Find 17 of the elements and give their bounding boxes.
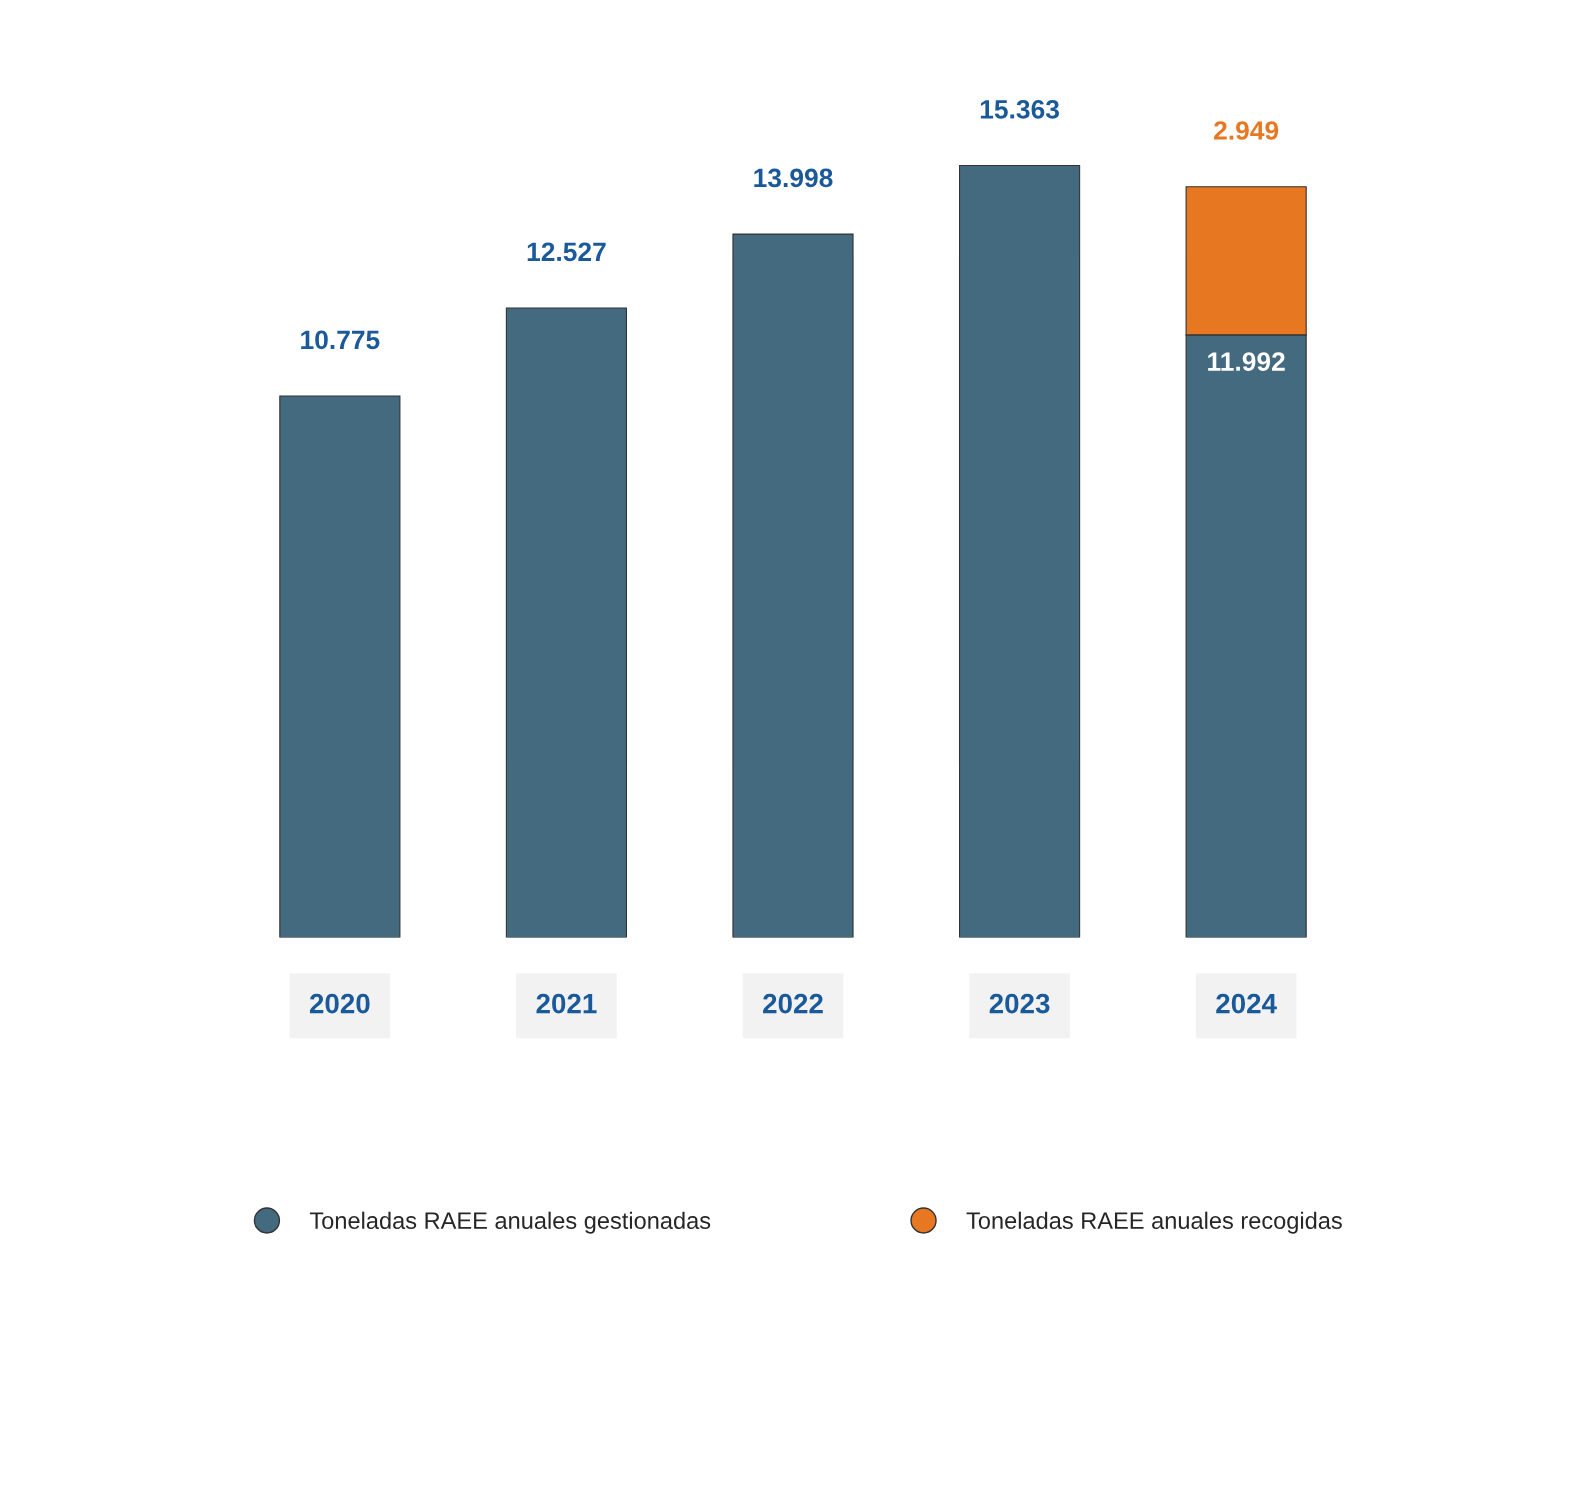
bar: [505, 307, 628, 938]
data-label: 11.992: [1208, 352, 1285, 371]
bar: [958, 164, 1081, 938]
x-tick-label: 2022: [763, 993, 823, 1014]
data-label: 15.363: [980, 99, 1059, 119]
x-tick-label: 2021: [536, 993, 597, 1014]
data-label: 12.527: [527, 242, 606, 262]
data-label: 2.949: [1214, 121, 1279, 140]
bar: [279, 395, 401, 938]
legend-label: Toneladas RAEE anuales recogidas: [966, 1211, 1342, 1234]
data-label: 10.775: [301, 330, 380, 350]
legend-label: Toneladas RAEE anuales gestionadas: [309, 1211, 711, 1234]
data-label: 13.998: [754, 168, 833, 188]
x-tick-label: 2024: [1216, 993, 1277, 1014]
bar: [732, 233, 854, 938]
x-tick-label: 2020: [309, 993, 370, 1014]
x-tick-label: 2023: [989, 993, 1050, 1014]
